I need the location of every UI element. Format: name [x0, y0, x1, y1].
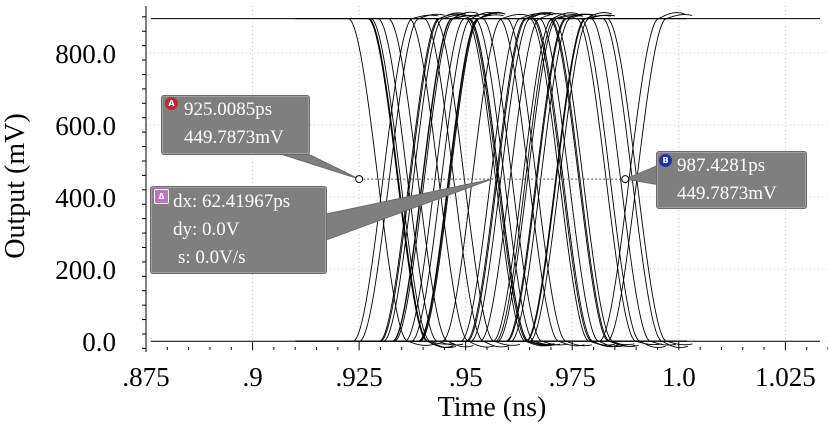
eye-trace [516, 18, 619, 348]
delta-slope: s: 0.0V/s [178, 247, 246, 268]
marker-b-point [621, 175, 630, 184]
marker-b-time: 987.4281ps [677, 155, 766, 176]
x-tick-label: .875 [122, 362, 169, 392]
x-tick-label: .95 [449, 362, 483, 392]
marker-b-readout[interactable]: 987.4281ps 449.7873mV [656, 151, 807, 209]
marker-a-badge: A [165, 97, 178, 110]
x-tick-label: 1.025 [755, 362, 816, 392]
x-tick-label: .925 [336, 362, 383, 392]
eye-trace [515, 18, 618, 347]
marker-b-value: 449.7873mV [677, 183, 777, 204]
x-tick-label: .975 [549, 362, 596, 392]
y-tick-label: 400.0 [55, 183, 116, 213]
y-tick-label: 600.0 [55, 111, 116, 141]
x-axis-title: Time (ns) [438, 392, 547, 423]
delta-dy: dy: 0.0V [173, 219, 240, 240]
marker-a-time: 925.0085ps [184, 99, 273, 120]
marker-a-readout[interactable]: 925.0085ps 449.7873mV [161, 95, 310, 155]
axes [142, 6, 828, 352]
y-tick-label: 800.0 [55, 39, 116, 69]
delta-readout[interactable]: dx: 62.41967ps dy: 0.0V s: 0.0V/s [150, 186, 327, 274]
marker-a-point [355, 175, 364, 184]
eye-trace [509, 12, 612, 342]
x-tick-label: 1.0 [662, 362, 696, 392]
y-tick-label: 200.0 [55, 255, 116, 285]
x-tick-label: .9 [242, 362, 262, 392]
delta-badge: Δ [154, 189, 169, 204]
delta-dx: dx: 62.41967ps [173, 191, 291, 212]
marker-leader-lines [267, 149, 667, 241]
y-tick-label: 0.0 [82, 327, 116, 357]
eye-trace [493, 13, 597, 342]
eye-trace [478, 14, 581, 342]
marker-b-badge: B [659, 154, 672, 167]
eye-trace [452, 18, 555, 345]
eye-traces [151, 11, 820, 349]
tick-labels: .875 .9 .925 .95 .975 1.0 1.025 0.0 200.0 400.0 60… [55, 39, 816, 392]
y-axis-title: Output (mV) [0, 113, 31, 258]
marker-a-value: 449.7873mV [184, 127, 284, 148]
